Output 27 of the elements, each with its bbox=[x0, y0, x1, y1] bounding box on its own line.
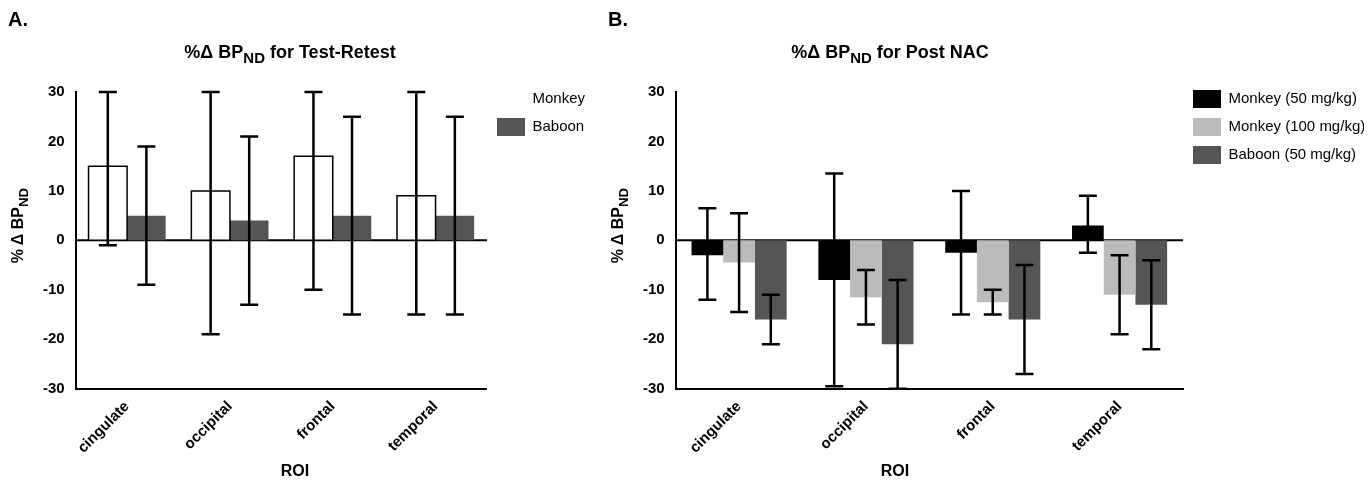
chart-title: %Δ BP$_{ND}$ for Post NAC bbox=[790, 42, 990, 66]
y-tick-label: 30 bbox=[47, 82, 65, 100]
y-tick-label: -20 bbox=[42, 329, 65, 347]
y-tick-label: -30 bbox=[42, 378, 65, 396]
y-tick-label: -10 bbox=[42, 279, 65, 297]
legend-label: Monkey (50 mg/kg) bbox=[1228, 89, 1357, 107]
x-axis-title: ROI bbox=[279, 462, 311, 480]
y-tick-label: -30 bbox=[642, 378, 665, 396]
chart-title: %Δ BP$_{ND}$ for Test-Retest bbox=[183, 42, 397, 66]
y-tick-label: -10 bbox=[642, 279, 665, 297]
bar bbox=[332, 215, 372, 241]
legend-label: Monkey (100 mg/kg) bbox=[1228, 117, 1366, 135]
y-tick-label: 20 bbox=[647, 131, 665, 149]
legend-label: Baboon (50 mg/kg) bbox=[1228, 145, 1357, 163]
y-tick-label: 0 bbox=[656, 230, 665, 248]
y-tick-label: 20 bbox=[47, 131, 65, 149]
bar bbox=[435, 215, 475, 241]
y-tick-label: 10 bbox=[47, 181, 65, 199]
y-tick-label: -20 bbox=[642, 329, 665, 347]
text: Monkey bbox=[532, 89, 586, 107]
text: A. bbox=[8, 8, 28, 31]
x-axis-title: ROI bbox=[879, 462, 911, 480]
y-tick-label: 0 bbox=[56, 230, 65, 248]
y-tick-label: 10 bbox=[647, 181, 665, 199]
text: B. bbox=[608, 8, 628, 31]
legend-label: Baboon bbox=[532, 117, 585, 135]
y-tick-label: 30 bbox=[647, 82, 665, 100]
